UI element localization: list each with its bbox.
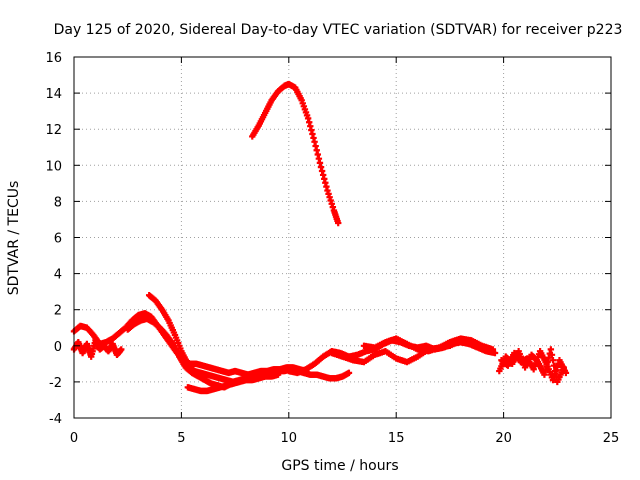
x-tick-label: 20 <box>495 431 512 446</box>
y-tick-label: 14 <box>45 87 62 102</box>
data-point <box>549 357 557 364</box>
y-tick-label: -2 <box>49 376 62 391</box>
x-tick-label: 25 <box>603 431 620 446</box>
y-tick-label: 4 <box>54 268 62 283</box>
y-tick-label: 0 <box>54 340 62 355</box>
x-axis-label: GPS time / hours <box>281 458 398 474</box>
data-point <box>335 219 342 227</box>
y-tick-label: 10 <box>45 159 62 174</box>
series-4 <box>184 371 282 395</box>
data-point <box>345 369 353 377</box>
tick-labels: 0 5 10 15 20 25 -4 -2 0 2 4 6 8 10 12 14 16 <box>45 51 619 446</box>
series-8 <box>360 335 497 355</box>
series-10 <box>498 348 570 384</box>
data-point <box>548 351 556 359</box>
y-tick-label: 8 <box>54 195 62 210</box>
y-tick-label: -4 <box>49 412 62 427</box>
x-tick-label: 0 <box>70 431 78 446</box>
data-point <box>118 346 125 353</box>
y-tick-label: 2 <box>54 304 62 319</box>
y-tick-label: 16 <box>45 51 62 66</box>
grid-lines <box>74 57 611 418</box>
data-point <box>274 371 282 378</box>
x-tick-label: 5 <box>177 431 185 446</box>
data-point <box>489 346 497 353</box>
series-0 <box>249 80 342 227</box>
y-tick-label: 6 <box>54 232 62 247</box>
data-point <box>562 369 570 377</box>
y-tick-label: 12 <box>45 123 62 138</box>
series-5 <box>70 337 125 360</box>
data-point <box>491 349 499 357</box>
data-point <box>547 346 555 353</box>
x-tick-label: 15 <box>388 431 405 446</box>
x-tick-label: 10 <box>281 431 298 446</box>
axis-ticks <box>73 56 612 419</box>
y-axis-label: SDTVAR / TECUs <box>6 181 22 296</box>
chart-title: Day 125 of 2020, Sidereal Day-to-day VTE… <box>54 22 623 38</box>
